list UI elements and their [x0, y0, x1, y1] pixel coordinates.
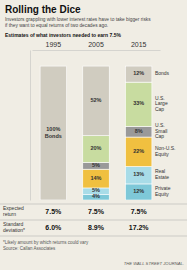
data-label: 52% — [90, 97, 101, 103]
table-rule — [0, 220, 187, 221]
data-label: 8% — [135, 128, 143, 134]
series-label: U.S.LargeCap — [155, 95, 168, 112]
bar-segment — [125, 66, 151, 82]
data-label: 12% — [133, 71, 144, 77]
series-label: U.S.SmallCap — [155, 123, 168, 140]
subheader: Estimates of what investors needed to ea… — [5, 32, 121, 38]
table: Expectedreturn 7.5% 7.5% 7.5% Standarddeviat… — [0, 204, 187, 236]
data-label: 12% — [133, 188, 144, 194]
x-tick-label: 2005 — [88, 41, 104, 48]
subtitle: Investors grappling with lower interest … — [5, 17, 151, 28]
series-label: Non-U.S.Equity — [155, 145, 176, 157]
bars — [40, 66, 152, 200]
data-label: 100%Bonds — [45, 126, 62, 139]
data-label: 22% — [133, 148, 144, 154]
data-label: 13% — [133, 172, 144, 178]
data-label: 14% — [90, 175, 101, 181]
x-tick: 2015 — [131, 41, 147, 50]
x-tick: 2005 — [88, 41, 104, 50]
bar-segment — [83, 163, 109, 170]
bar-segment — [125, 126, 151, 137]
credit: THE WALL STREET JOURNAL. — [124, 261, 184, 266]
footnote: *Likely amount by which returns could va… — [3, 240, 89, 251]
bar-segment — [125, 167, 151, 184]
table-rule — [0, 236, 187, 237]
table-value: 6.0% — [45, 224, 62, 231]
y-axis-line — [30, 51, 31, 201]
table-value: 8.9% — [88, 224, 105, 231]
bar-segment — [40, 66, 66, 200]
bar-segment — [83, 66, 109, 136]
series-label: RealEstate — [155, 169, 169, 181]
data-label: 4% — [92, 194, 100, 200]
x-axis: 1995 2005 2015 — [33, 41, 161, 51]
series-label: Bonds — [155, 70, 170, 76]
bar-segment — [83, 136, 109, 163]
table-row-label: Standarddeviation* — [3, 222, 25, 234]
table-value: 7.5% — [45, 208, 62, 215]
bar-segment — [83, 169, 109, 188]
bar-segment — [83, 188, 109, 195]
title: Rolling the Dice — [5, 4, 81, 15]
bar-segment — [125, 82, 151, 126]
x-tick-label: 1995 — [46, 41, 62, 48]
data-labels: 4% 12% 5% 13% 14% 22% 5% 8% 20% 33% 100%Bonds 52% 12… — [45, 71, 145, 200]
table-row-label: Expectedreturn — [3, 206, 24, 218]
series-label: PrivateEquity — [155, 186, 171, 198]
y-axis — [30, 51, 31, 201]
data-label: 20% — [90, 146, 101, 152]
bar-segment — [125, 184, 151, 200]
chart: Rolling the Dice Investors grappling with… — [0, 0, 187, 270]
background — [0, 0, 187, 270]
data-label: 5% — [92, 188, 100, 194]
series-labels: PrivateEquity RealEstate Non-U.S.Equity U.S… — [155, 70, 176, 197]
data-label: 5% — [92, 162, 100, 168]
table-value: 7.5% — [131, 208, 148, 215]
bar-segment — [83, 195, 109, 200]
x-axis-line — [33, 50, 161, 51]
table-value: 17.2% — [129, 224, 150, 231]
x-tick: 1995 — [46, 41, 62, 50]
table-rule — [0, 204, 187, 205]
data-label: 33% — [133, 101, 144, 107]
bar-segment — [125, 137, 151, 166]
table-value: 7.5% — [88, 208, 105, 215]
x-tick-label: 2015 — [131, 41, 147, 48]
